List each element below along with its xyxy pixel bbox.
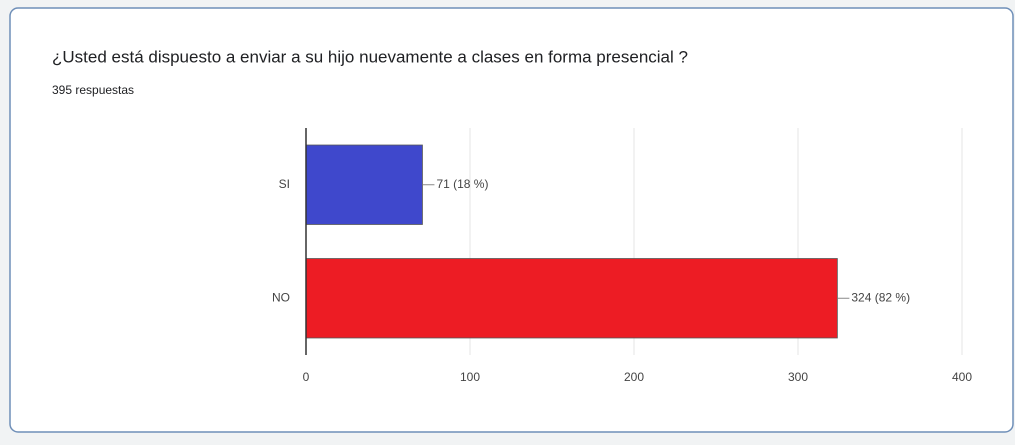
x-tick-label: 400 bbox=[952, 370, 972, 384]
value-label: 71 (18 %) bbox=[436, 177, 488, 191]
bar bbox=[305, 144, 423, 225]
x-tick-label: 300 bbox=[788, 370, 808, 384]
y-tick-label: NO bbox=[272, 290, 290, 304]
chart-subtitle: 395 respuestas bbox=[52, 83, 134, 97]
chart-title: ¿Usted está dispuesto a enviar a su hijo… bbox=[52, 47, 688, 66]
x-tick-label: 200 bbox=[624, 370, 644, 384]
x-tick-label: 100 bbox=[460, 370, 480, 384]
value-label: 324 (82 %) bbox=[851, 290, 910, 304]
y-tick-label: SI bbox=[279, 177, 290, 191]
card bbox=[9, 7, 1014, 433]
bar bbox=[305, 258, 838, 339]
x-tick-label: 0 bbox=[303, 370, 310, 384]
